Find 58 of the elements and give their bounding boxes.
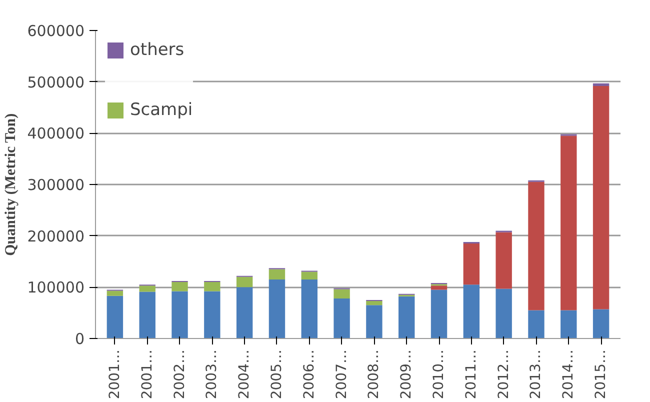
legend-label: Scampi [130, 100, 193, 120]
bar [139, 292, 156, 338]
x-tick-label: 2015… [593, 349, 610, 400]
bar [592, 83, 610, 86]
bar [106, 296, 124, 338]
bar [430, 290, 448, 338]
y-tick-label: 600000 [27, 22, 85, 40]
x-tick-label: 2008… [366, 349, 382, 400]
x-tick-label: 2011… [463, 349, 480, 400]
bar [528, 182, 544, 310]
x-tick-label: 2007… [334, 349, 350, 400]
y-tick-label: 100000 [27, 278, 85, 297]
bar [172, 282, 188, 292]
bar [106, 290, 124, 296]
x-tick-label: 2003… [204, 349, 220, 400]
x-tick-label: 2001… [106, 349, 123, 400]
bar [463, 244, 480, 285]
legend-label: others [130, 40, 184, 60]
x-tick-label: 2014… [560, 349, 577, 400]
bar [301, 272, 318, 280]
x-tick-label: 2002… [172, 349, 188, 400]
bar [204, 282, 220, 292]
x-tick-label: 2004… [236, 349, 253, 400]
bar [496, 232, 512, 289]
x-tick-label: 2012… [496, 349, 512, 400]
bar [204, 291, 220, 338]
bar [592, 309, 610, 338]
bar [398, 296, 415, 338]
bar [268, 269, 286, 280]
x-tick-label: 2006… [301, 349, 318, 400]
y-tick-label: 0 [74, 330, 85, 348]
x-tick-label: 2010… [431, 349, 448, 400]
bar [366, 305, 382, 338]
x-tick-label: 2013… [528, 349, 544, 400]
bar [334, 289, 350, 298]
x-tick-label: 2005… [268, 349, 285, 400]
y-tick-label: 400000 [27, 124, 85, 143]
bar [528, 310, 544, 338]
y-tick-label: 300000 [27, 176, 85, 194]
bar [236, 287, 253, 338]
bar [172, 291, 188, 338]
bar [496, 288, 512, 338]
bar [366, 301, 382, 306]
bar [430, 286, 448, 290]
bar [463, 284, 480, 338]
x-tick-label: 2009… [398, 349, 415, 400]
bar [592, 86, 610, 310]
bar [139, 286, 156, 292]
bar [301, 279, 318, 338]
bar [560, 310, 577, 338]
y-tick-label: 200000 [27, 227, 85, 246]
y-tick-label: 500000 [27, 73, 85, 92]
x-tick-label: 2001… [139, 349, 156, 400]
bar [268, 279, 286, 338]
bar [236, 276, 253, 288]
bar [334, 298, 350, 338]
bar [560, 136, 577, 310]
y-axis-title: Quantity (Metric Ton) [3, 113, 20, 256]
